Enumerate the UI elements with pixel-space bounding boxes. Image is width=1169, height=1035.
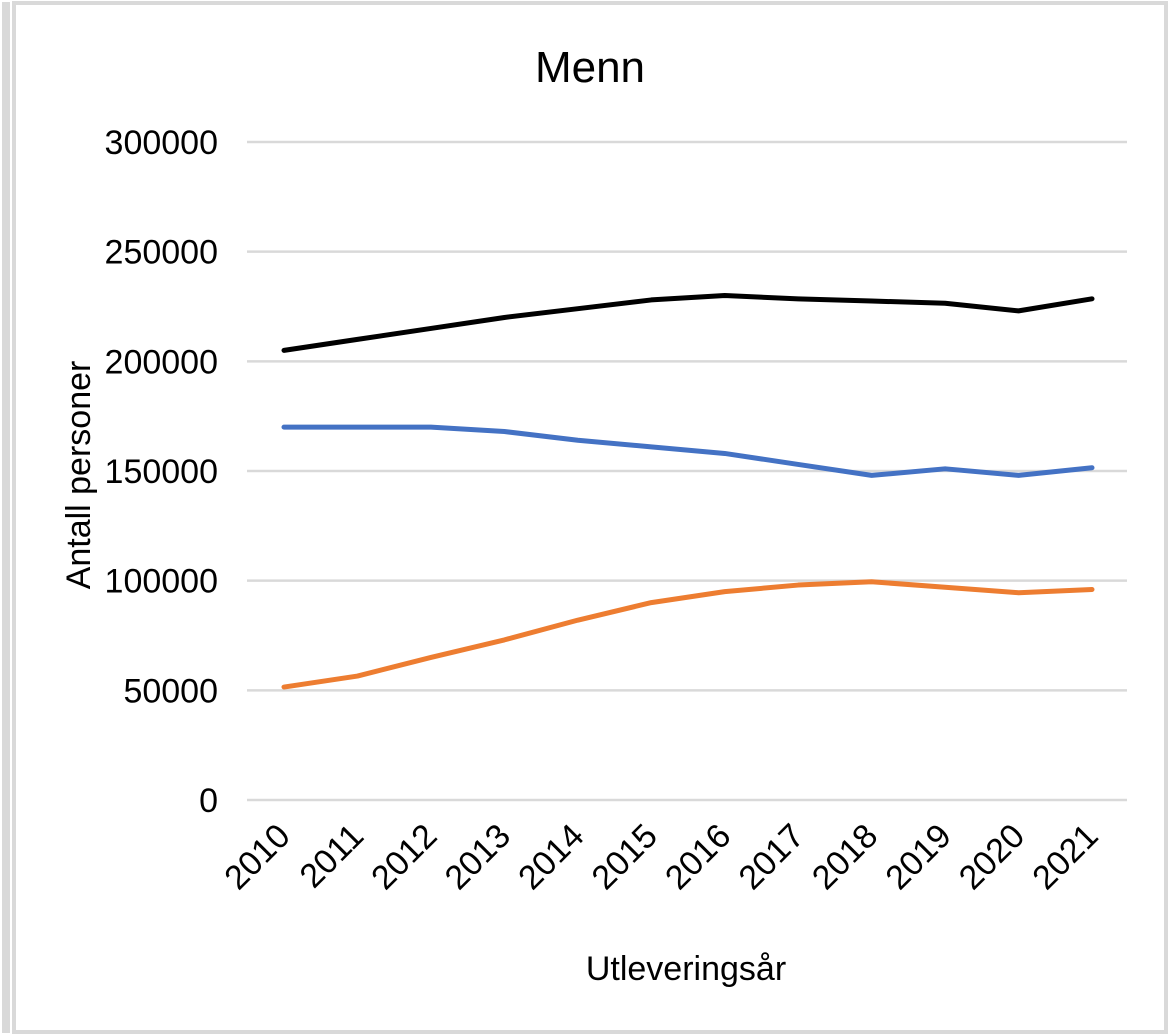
y-tick-label: 300000: [105, 124, 218, 162]
side-strip: [2, 2, 10, 1033]
x-axis-label: Utleveringsår: [586, 950, 786, 988]
y-tick-label: 250000: [105, 234, 218, 272]
chart-title: Menn: [535, 43, 645, 92]
series-line: [281, 424, 1095, 478]
y-tick-label: 150000: [105, 453, 218, 491]
y-tick-label: 100000: [105, 563, 218, 601]
y-tick-label: 0: [199, 782, 218, 820]
y-tick-label: 200000: [105, 343, 218, 381]
series-line: [281, 293, 1095, 353]
y-axis-label: Antall personer: [60, 361, 98, 590]
series-line: [281, 579, 1095, 690]
frame: [12, 1, 1168, 1034]
y-tick-label: 50000: [123, 672, 218, 710]
